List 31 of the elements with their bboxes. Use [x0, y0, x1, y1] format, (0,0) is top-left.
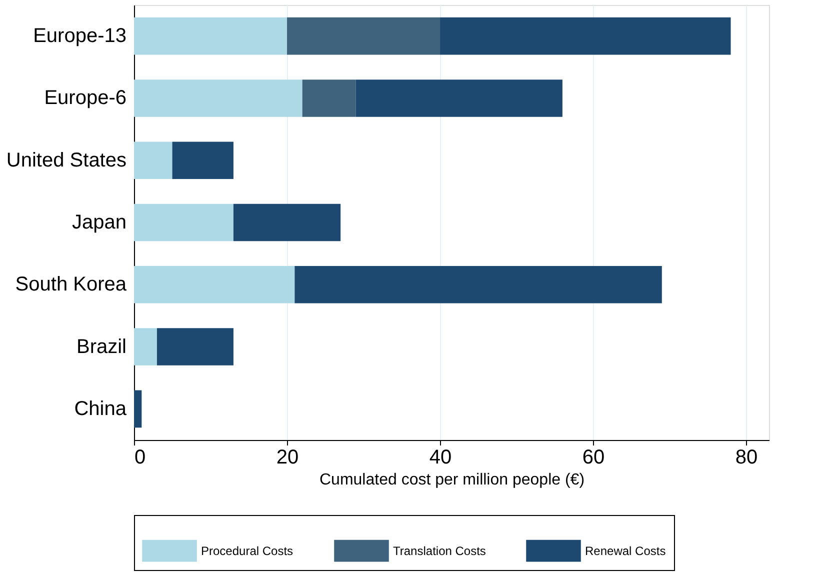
bar	[356, 80, 562, 117]
x-tick-label: 20	[276, 446, 299, 468]
x-tick-label: 40	[429, 446, 452, 468]
bar	[287, 17, 440, 55]
bar	[134, 17, 288, 55]
bar	[134, 142, 172, 179]
legend-label: Translation Costs	[393, 544, 486, 558]
y-tick-label: Brazil	[76, 336, 126, 358]
bar	[156, 328, 234, 366]
x-axis-title: Cumulated cost per million people (€)	[319, 472, 585, 488]
bar	[134, 80, 302, 117]
bar	[134, 204, 234, 242]
y-tick-label: South Korea	[15, 274, 128, 296]
bar	[440, 17, 731, 55]
y-tick-label: Europe-13	[33, 25, 126, 48]
bar	[134, 390, 142, 428]
bar	[172, 142, 234, 179]
y-tick-label: Japan	[72, 212, 126, 234]
bar	[134, 328, 157, 366]
y-tick-label: Europe-6	[44, 87, 126, 110]
y-tick-label: United States	[6, 149, 126, 172]
x-tick-label: 0	[134, 446, 146, 468]
legend-label: Renewal Costs	[585, 544, 666, 558]
bar	[294, 266, 662, 304]
y-tick-label: China	[74, 398, 128, 420]
legend-label: Procedural Costs	[201, 544, 294, 558]
bar	[302, 80, 356, 117]
bar	[134, 266, 295, 304]
bar	[233, 204, 341, 242]
x-tick-label: 60	[582, 446, 605, 468]
x-tick-label: 80	[735, 446, 758, 468]
